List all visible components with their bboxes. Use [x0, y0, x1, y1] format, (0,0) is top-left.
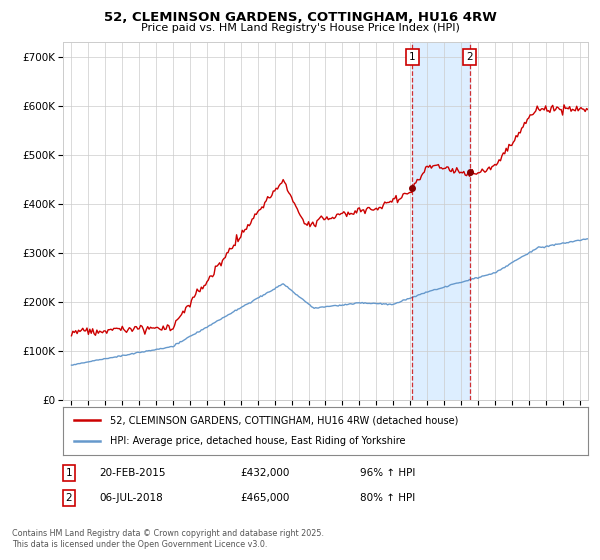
Text: £432,000: £432,000	[240, 468, 289, 478]
Text: 96% ↑ HPI: 96% ↑ HPI	[360, 468, 415, 478]
Text: HPI: Average price, detached house, East Riding of Yorkshire: HPI: Average price, detached house, East…	[110, 436, 406, 446]
Text: 1: 1	[409, 52, 416, 62]
Text: 20-FEB-2015: 20-FEB-2015	[99, 468, 166, 478]
Text: 2: 2	[466, 52, 473, 62]
Text: 52, CLEMINSON GARDENS, COTTINGHAM, HU16 4RW (detached house): 52, CLEMINSON GARDENS, COTTINGHAM, HU16 …	[110, 416, 458, 426]
Text: 06-JUL-2018: 06-JUL-2018	[99, 493, 163, 503]
Text: 52, CLEMINSON GARDENS, COTTINGHAM, HU16 4RW: 52, CLEMINSON GARDENS, COTTINGHAM, HU16 …	[104, 11, 496, 24]
Text: Price paid vs. HM Land Registry's House Price Index (HPI): Price paid vs. HM Land Registry's House …	[140, 23, 460, 33]
Text: £465,000: £465,000	[240, 493, 289, 503]
Text: 1: 1	[65, 468, 73, 478]
Text: Contains HM Land Registry data © Crown copyright and database right 2025.
This d: Contains HM Land Registry data © Crown c…	[12, 529, 324, 549]
Text: 2: 2	[65, 493, 73, 503]
Text: 80% ↑ HPI: 80% ↑ HPI	[360, 493, 415, 503]
Bar	[412, 42, 470, 400]
